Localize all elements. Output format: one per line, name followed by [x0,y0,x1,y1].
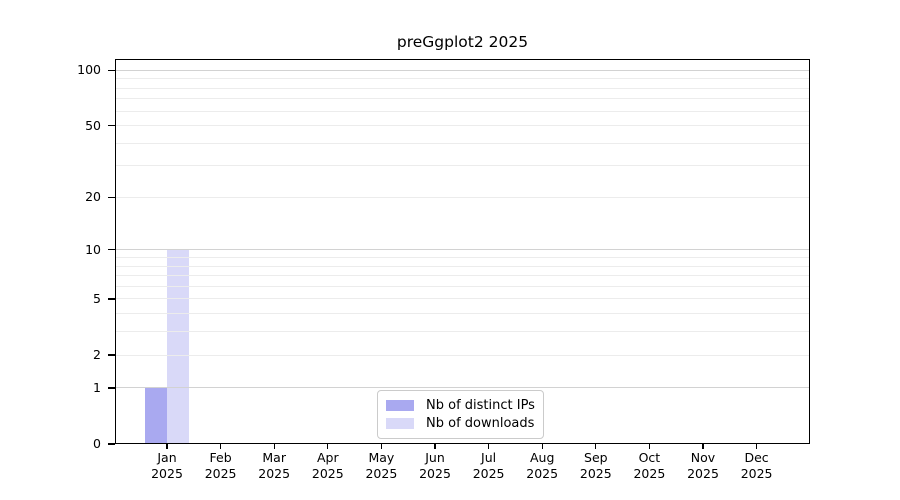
x-tick-month: May [368,450,395,465]
x-tick-year: 2025 [740,465,773,481]
x-tick-label: Nov 2025 [675,450,731,481]
x-tick-label: Feb 2025 [193,450,249,481]
y-tick [108,298,115,300]
downloads-swatch-icon [386,418,414,429]
x-tick-year: 2025 [419,465,451,481]
x-tick-month: Jun [425,450,445,465]
legend: Nb of distinct IPs Nb of downloads [377,390,544,439]
gridline-minor [115,98,810,100]
x-tick [702,444,704,449]
x-tick [166,444,168,449]
y-tick-label: 2 [93,347,101,363]
x-tick-label: Jun 2025 [407,450,463,481]
x-tick-year: 2025 [472,465,505,481]
distinct-ips-swatch-icon [386,400,414,411]
x-tick-year: 2025 [258,465,291,481]
bar-downloads [167,249,189,444]
x-tick-label: May 2025 [353,450,409,481]
x-tick-month: Oct [638,450,661,465]
gridline-minor [115,275,810,277]
gridline-major [115,387,810,389]
plot-area: 0 1 2 5 10 20 50 100 Jan 2025 Feb 2025 Mar 2025 Apr 202… [77,59,810,481]
y-tick-label: 0 [93,436,101,451]
x-tick [434,444,436,449]
x-tick-year: 2025 [687,465,719,481]
x-tick-month: Aug [529,450,555,465]
bar-distinct-ips [145,387,167,444]
gridline-minor [115,354,810,356]
x-tick-year: 2025 [633,465,666,481]
x-tick [273,444,275,449]
x-tick [219,444,222,449]
y-tick-label: 5 [93,290,101,306]
gridline-minor [115,265,810,267]
gridline-minor [115,257,810,258]
y-tick-label: 10 [85,241,101,257]
chart-title: preGgplot2 2025 [396,33,529,51]
x-tick-year: 2025 [365,465,398,481]
x-tick-year: 2025 [579,465,612,481]
gridline-minor [115,78,810,80]
y-tick [108,443,115,445]
x-tick [327,444,329,449]
y-tick [108,354,115,356]
gridline-major [115,69,810,71]
y-tick-label: 50 [85,117,101,133]
x-tick [648,444,651,449]
y-tick [108,69,115,71]
gridline-minor [115,298,810,300]
gridline-major [115,249,810,251]
y-tick [108,196,115,199]
gridline-minor [115,285,810,287]
gridline-minor [115,313,810,315]
x-tick [541,444,543,449]
y-tick-label: 1 [93,379,101,395]
legend-item-downloads: Nb of downloads [386,415,535,432]
gridline-minor [115,165,810,167]
y-tick [108,387,115,389]
x-tick-label: Dec 2025 [729,450,785,481]
y-tick [108,124,115,127]
x-tick [487,444,490,449]
gridline-minor [115,87,810,89]
x-tick-year: 2025 [311,465,344,481]
gridline-minor [115,331,810,333]
x-tick-year: 2025 [204,465,237,481]
x-tick [595,444,597,449]
x-tick-label: Jul 2025 [461,450,517,481]
x-tick-label: Sep 2025 [568,450,624,481]
legend-item-distinct-ips: Nb of distinct IPs [386,397,535,414]
x-tick-month: Jul [481,450,497,465]
x-tick-month: Sep [584,450,608,465]
x-tick-month: Nov [690,450,716,465]
x-tick-label: Jan 2025 [139,450,195,481]
x-tick-label: Apr 2025 [300,450,356,481]
legend-label: Nb of downloads [426,416,535,431]
plot-border [115,59,810,444]
x-tick-month: Feb [209,450,232,465]
y-tick [108,249,115,251]
gridline-minor [115,125,810,127]
gridline-minor [115,196,810,198]
x-tick-label: Mar 2025 [246,450,302,481]
x-tick-month: Jan [157,450,177,465]
y-tick-label: 100 [77,62,101,78]
gridline-minor [115,142,810,144]
y-tick-label: 20 [85,189,101,205]
x-tick-label: Oct 2025 [621,450,677,481]
x-tick-year: 2025 [526,465,559,481]
gridline-minor [115,110,810,112]
x-tick-month: Dec [744,450,769,465]
x-tick-month: Apr [316,450,339,465]
x-tick-month: Mar [262,450,286,465]
legend-label: Nb of distinct IPs [426,398,535,413]
x-tick [380,444,383,449]
x-tick-label: Aug 2025 [514,450,570,481]
x-tick-year: 2025 [151,465,183,481]
x-tick [755,444,758,449]
